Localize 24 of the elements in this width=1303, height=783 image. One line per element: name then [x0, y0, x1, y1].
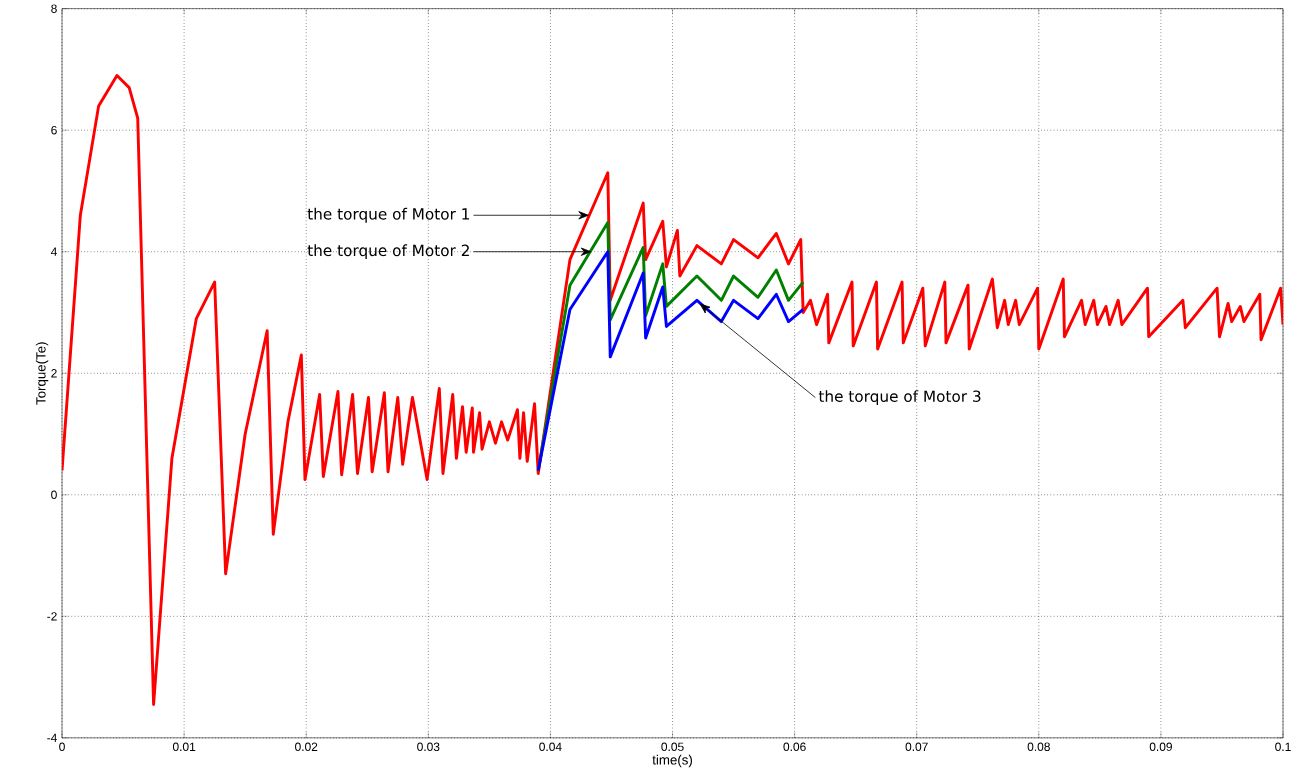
line-series — [62, 74, 1283, 706]
y-axis-title: Torque(Te) — [35, 342, 49, 405]
annotation: the torque of Motor 1 — [307, 207, 470, 223]
x-tick-label: 0.04 — [539, 742, 562, 752]
annotation: the torque of Motor 2 — [307, 244, 469, 260]
x-tick-label: 0.05 — [661, 742, 684, 752]
y-tick-label: 2 — [51, 369, 57, 378]
x-tick-label: 0.03 — [417, 742, 440, 752]
x-tick-label: 0.07 — [905, 742, 928, 752]
y-tick-label: 0 — [51, 490, 57, 500]
y-tick-label: 8 — [51, 4, 57, 13]
annotation: the torque of Motor 3 — [818, 390, 981, 405]
y-tick-label: 6 — [51, 126, 57, 135]
x-tick-label: 0.09 — [1149, 742, 1172, 752]
x-tick-label: 0.06 — [783, 742, 806, 752]
x-tick-label: 0 — [59, 742, 65, 752]
y-tick-label: -2 — [47, 612, 57, 621]
x-tick-label: 0.01 — [172, 742, 196, 752]
y-tick-label: 4 — [50, 247, 57, 256]
x-axis-title: time(s) — [652, 754, 692, 768]
x-tick-label: 0.1 — [1275, 742, 1291, 752]
x-tick-label: 0.02 — [295, 742, 318, 752]
x-tick-label: 0.08 — [1027, 742, 1050, 752]
y-tick-label: -4 — [47, 733, 57, 743]
